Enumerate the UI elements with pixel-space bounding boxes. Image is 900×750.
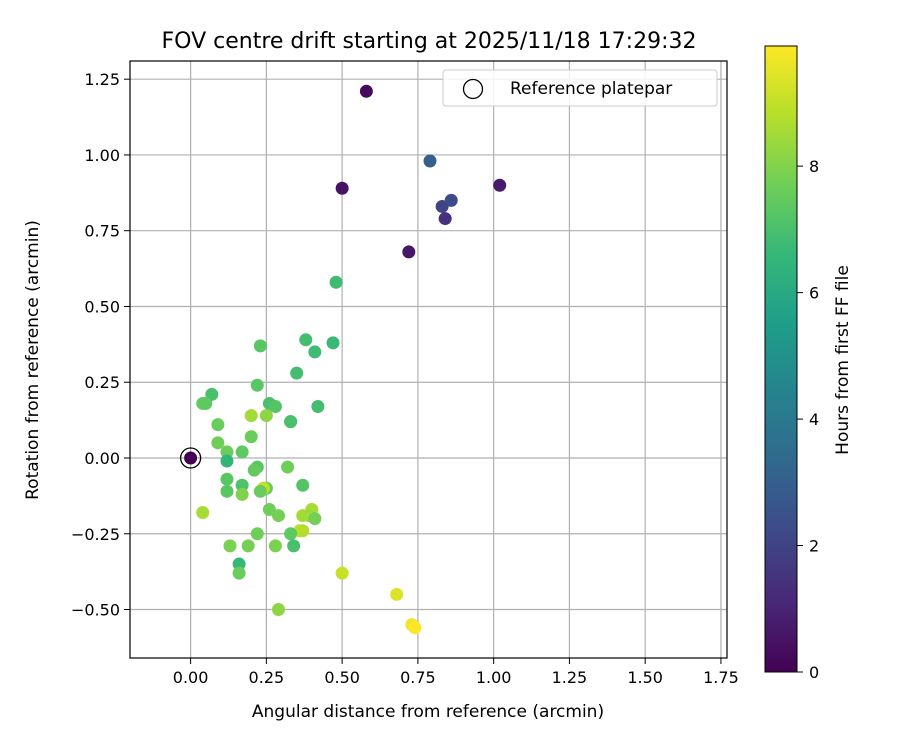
data-point <box>359 84 373 98</box>
data-point <box>253 484 267 498</box>
data-point <box>232 557 246 571</box>
data-point <box>326 336 340 350</box>
data-point <box>235 487 249 501</box>
legend-box <box>442 69 718 107</box>
data-point <box>296 478 310 492</box>
data-point <box>296 524 310 538</box>
x-axis-ticks: 0.00 0.25 0.50 0.75 1.00 1.25 1.50 1.75 <box>173 658 739 687</box>
data-point <box>220 454 234 468</box>
data-point <box>199 396 213 410</box>
data-point <box>184 451 198 465</box>
y-tick-label: 0.25 <box>84 373 120 392</box>
data-point <box>308 345 322 359</box>
x-tick-label: 0.00 <box>173 668 209 687</box>
plot-area <box>130 61 727 658</box>
y-tick-label: −0.25 <box>71 525 120 544</box>
colorbar <box>764 45 798 673</box>
data-point <box>423 154 437 168</box>
x-tick-label: 1.25 <box>552 668 588 687</box>
y-axis-ticks: −0.50 −0.25 0.00 0.25 0.50 0.75 1.00 1.25 <box>71 70 130 620</box>
data-point <box>241 539 255 553</box>
data-point <box>244 430 258 444</box>
data-point <box>493 178 507 192</box>
data-point <box>223 539 237 553</box>
data-point <box>232 566 246 580</box>
x-tick-label: 0.75 <box>400 668 436 687</box>
y-tick-label: −0.50 <box>71 601 120 620</box>
data-point <box>284 415 298 429</box>
y-tick-label: 0.50 <box>84 297 120 316</box>
x-tick-label: 0.50 <box>324 668 360 687</box>
data-point <box>438 212 452 226</box>
data-point <box>308 512 322 526</box>
colorbar-ticks: 0 2 4 6 8 <box>797 157 819 682</box>
y-tick-label: 0.00 <box>84 449 120 468</box>
reference-platepar-marker <box>179 447 202 469</box>
colorbar-tick-label: 8 <box>809 157 819 176</box>
data-point <box>444 193 458 207</box>
data-point <box>281 460 295 474</box>
x-tick-label: 0.25 <box>249 668 285 687</box>
data-point <box>268 539 282 553</box>
data-point <box>311 399 325 413</box>
reference-marker-layer <box>179 447 202 469</box>
data-point <box>253 339 267 353</box>
data-point <box>402 245 416 259</box>
data-point <box>196 506 210 520</box>
x-tick-label: 1.75 <box>703 668 739 687</box>
legend-label: Reference platepar <box>510 79 672 99</box>
data-points <box>184 84 507 635</box>
data-point <box>287 539 301 553</box>
data-point <box>335 181 349 195</box>
data-point <box>329 275 343 289</box>
data-point <box>408 621 422 635</box>
plot-frame <box>129 60 728 659</box>
data-point <box>250 378 264 392</box>
data-point <box>390 587 404 601</box>
colorbar-tick-label: 0 <box>809 663 819 682</box>
colorbar-tick-label: 4 <box>809 410 819 429</box>
data-point <box>220 445 234 459</box>
data-point <box>211 436 225 450</box>
data-point <box>271 509 285 523</box>
data-point <box>299 333 313 347</box>
data-point <box>244 409 258 423</box>
data-point <box>290 366 304 380</box>
data-point <box>211 418 225 432</box>
x-tick-label: 1.00 <box>476 668 512 687</box>
colorbar-tick-label: 2 <box>809 537 819 556</box>
y-tick-label: 0.75 <box>84 222 120 241</box>
x-tick-label: 1.50 <box>627 668 663 687</box>
data-point <box>220 484 234 498</box>
y-axis-label: Rotation from reference (arcmin) <box>23 220 43 500</box>
data-point <box>247 463 261 477</box>
y-tick-label: 1.00 <box>84 146 120 165</box>
x-axis-label: Angular distance from reference (arcmin) <box>252 702 604 722</box>
colorbar-tick-label: 6 <box>809 284 819 303</box>
data-point <box>271 603 285 617</box>
data-point <box>250 527 264 541</box>
data-point <box>284 527 298 541</box>
data-point <box>235 478 249 492</box>
y-tick-label: 1.25 <box>84 70 120 89</box>
chart-title: FOV centre drift starting at 2025/11/18 … <box>162 29 697 54</box>
colorbar-label: Hours from first FF file <box>833 265 853 455</box>
legend-marker-icon <box>462 78 484 100</box>
data-point <box>335 566 349 580</box>
data-point <box>268 399 282 413</box>
legend: Reference platepar <box>442 69 718 107</box>
data-point <box>296 509 310 523</box>
data-point <box>235 445 249 459</box>
data-point <box>259 409 273 423</box>
data-point <box>220 472 234 486</box>
